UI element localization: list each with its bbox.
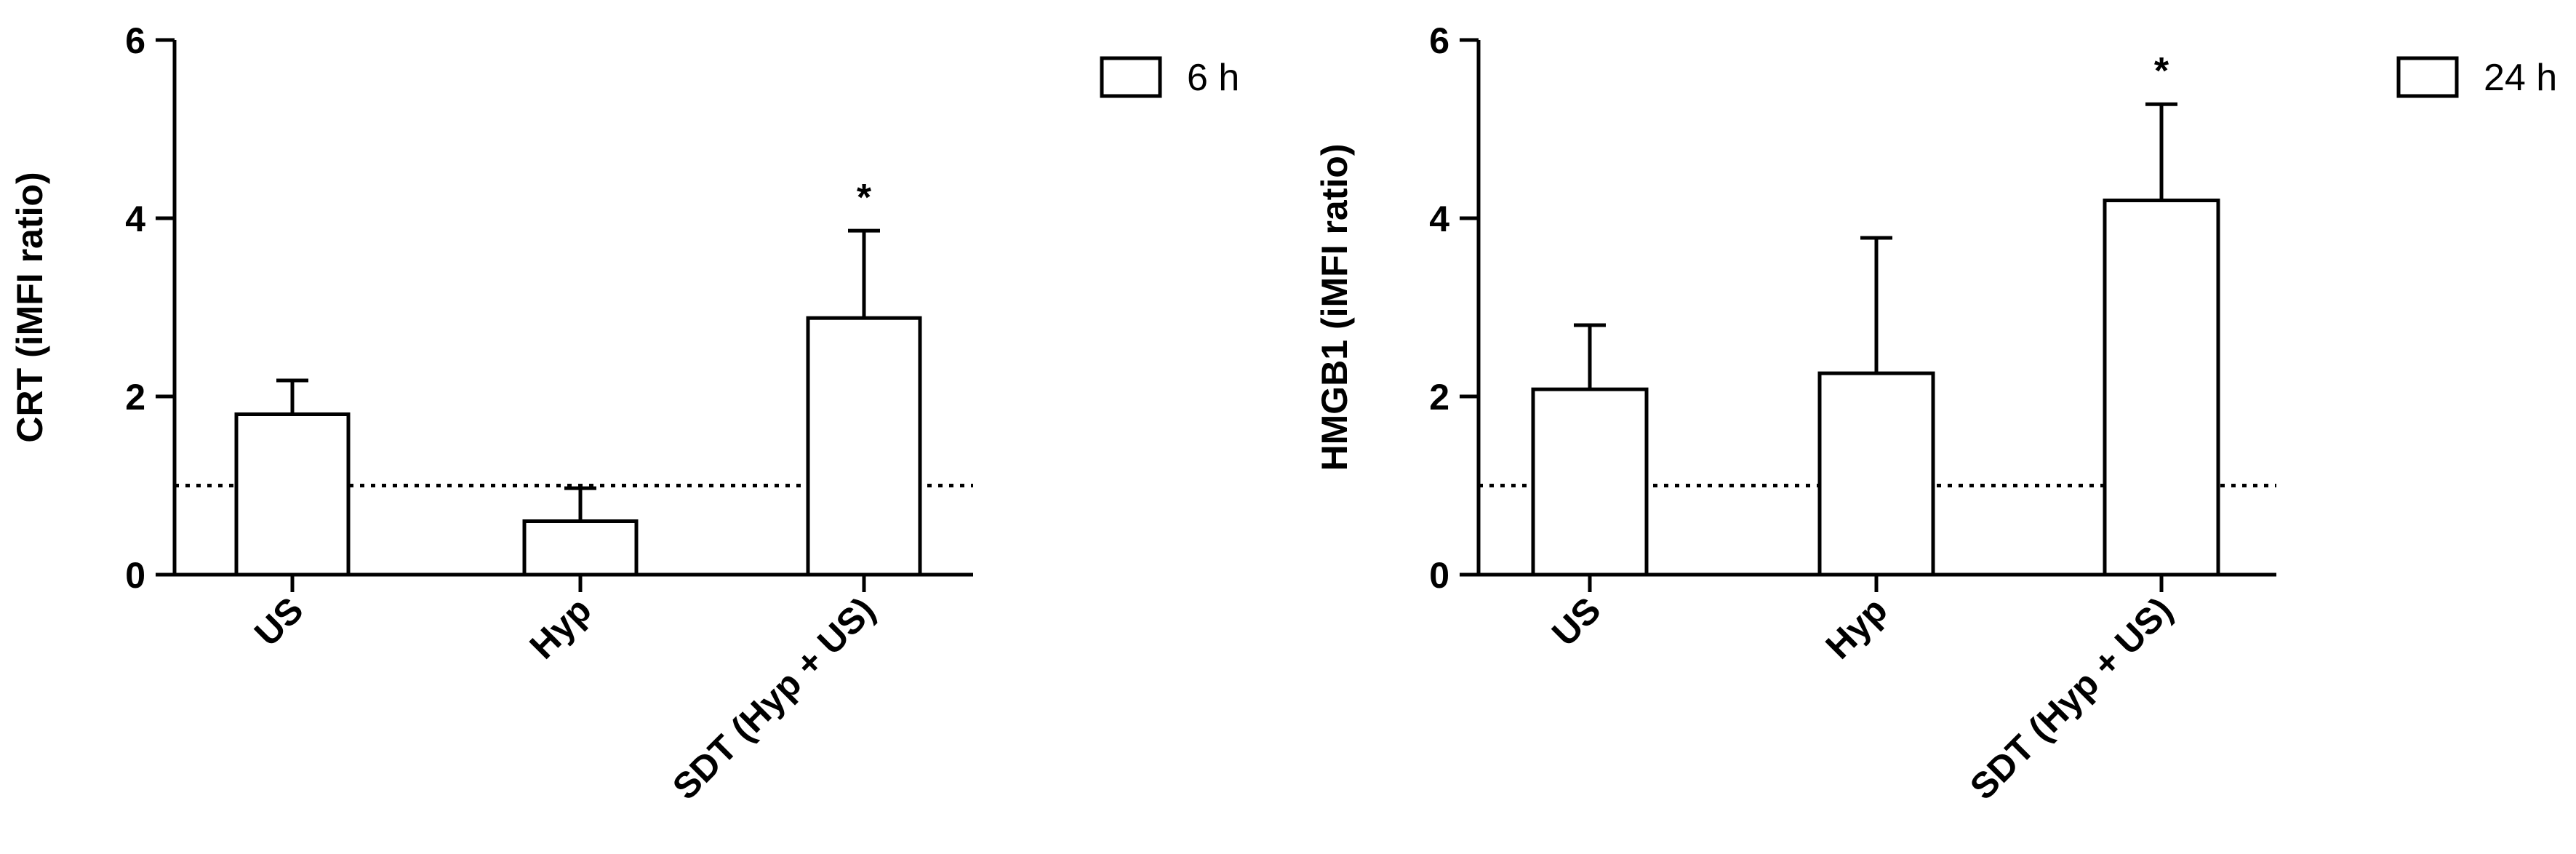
legend: 6 h [1100, 56, 1239, 99]
y-tick-label: 0 [125, 555, 145, 596]
legend-label: 24 h [2484, 57, 2557, 99]
y-tick-label: 2 [1429, 377, 1449, 418]
y-tick-label: 6 [125, 20, 145, 61]
y-tick-label: 4 [125, 199, 145, 239]
x-category-label: Hyp [1817, 589, 1895, 666]
bar-sdt-hyp-us- [2103, 199, 2220, 577]
y-tick-label: 6 [1429, 20, 1449, 61]
significance-marker: * [2154, 50, 2169, 92]
y-tick-label: 0 [1429, 555, 1449, 596]
bar-hyp [522, 519, 639, 577]
x-category-label: Hyp [521, 589, 599, 666]
x-category-label: US [1544, 589, 1609, 654]
bar-us [1531, 387, 1649, 577]
legend: 24 h [2396, 56, 2557, 99]
chart-2: 0 2 4 6 HMGB1 (iMFI ratio) US Hyp SDT (Hyp + US… [1314, 20, 2557, 807]
legend-swatch [1100, 56, 1162, 98]
bar-sdt-hyp-us- [806, 316, 922, 577]
y-tick-label: 4 [1429, 199, 1449, 239]
significance-marker: * [857, 177, 872, 219]
y-tick-label: 2 [125, 377, 145, 418]
legend-swatch [2396, 56, 2459, 98]
bar-hyp [1817, 371, 1935, 577]
legend-label: 6 h [1187, 57, 1239, 99]
x-category-label: US [247, 589, 311, 654]
x-category-label: SDT (Hyp + US) [665, 589, 883, 807]
bar-us [234, 412, 351, 577]
x-category-label: SDT (Hyp + US) [1962, 589, 2180, 807]
y-axis-label: CRT (iMFI ratio) [9, 172, 50, 442]
chart-1: 0 2 4 6 CRT (iMFI ratio) US Hyp SDT (Hyp + US) *… [9, 20, 1239, 807]
y-axis-label: HMGB1 (iMFI ratio) [1314, 144, 1355, 471]
